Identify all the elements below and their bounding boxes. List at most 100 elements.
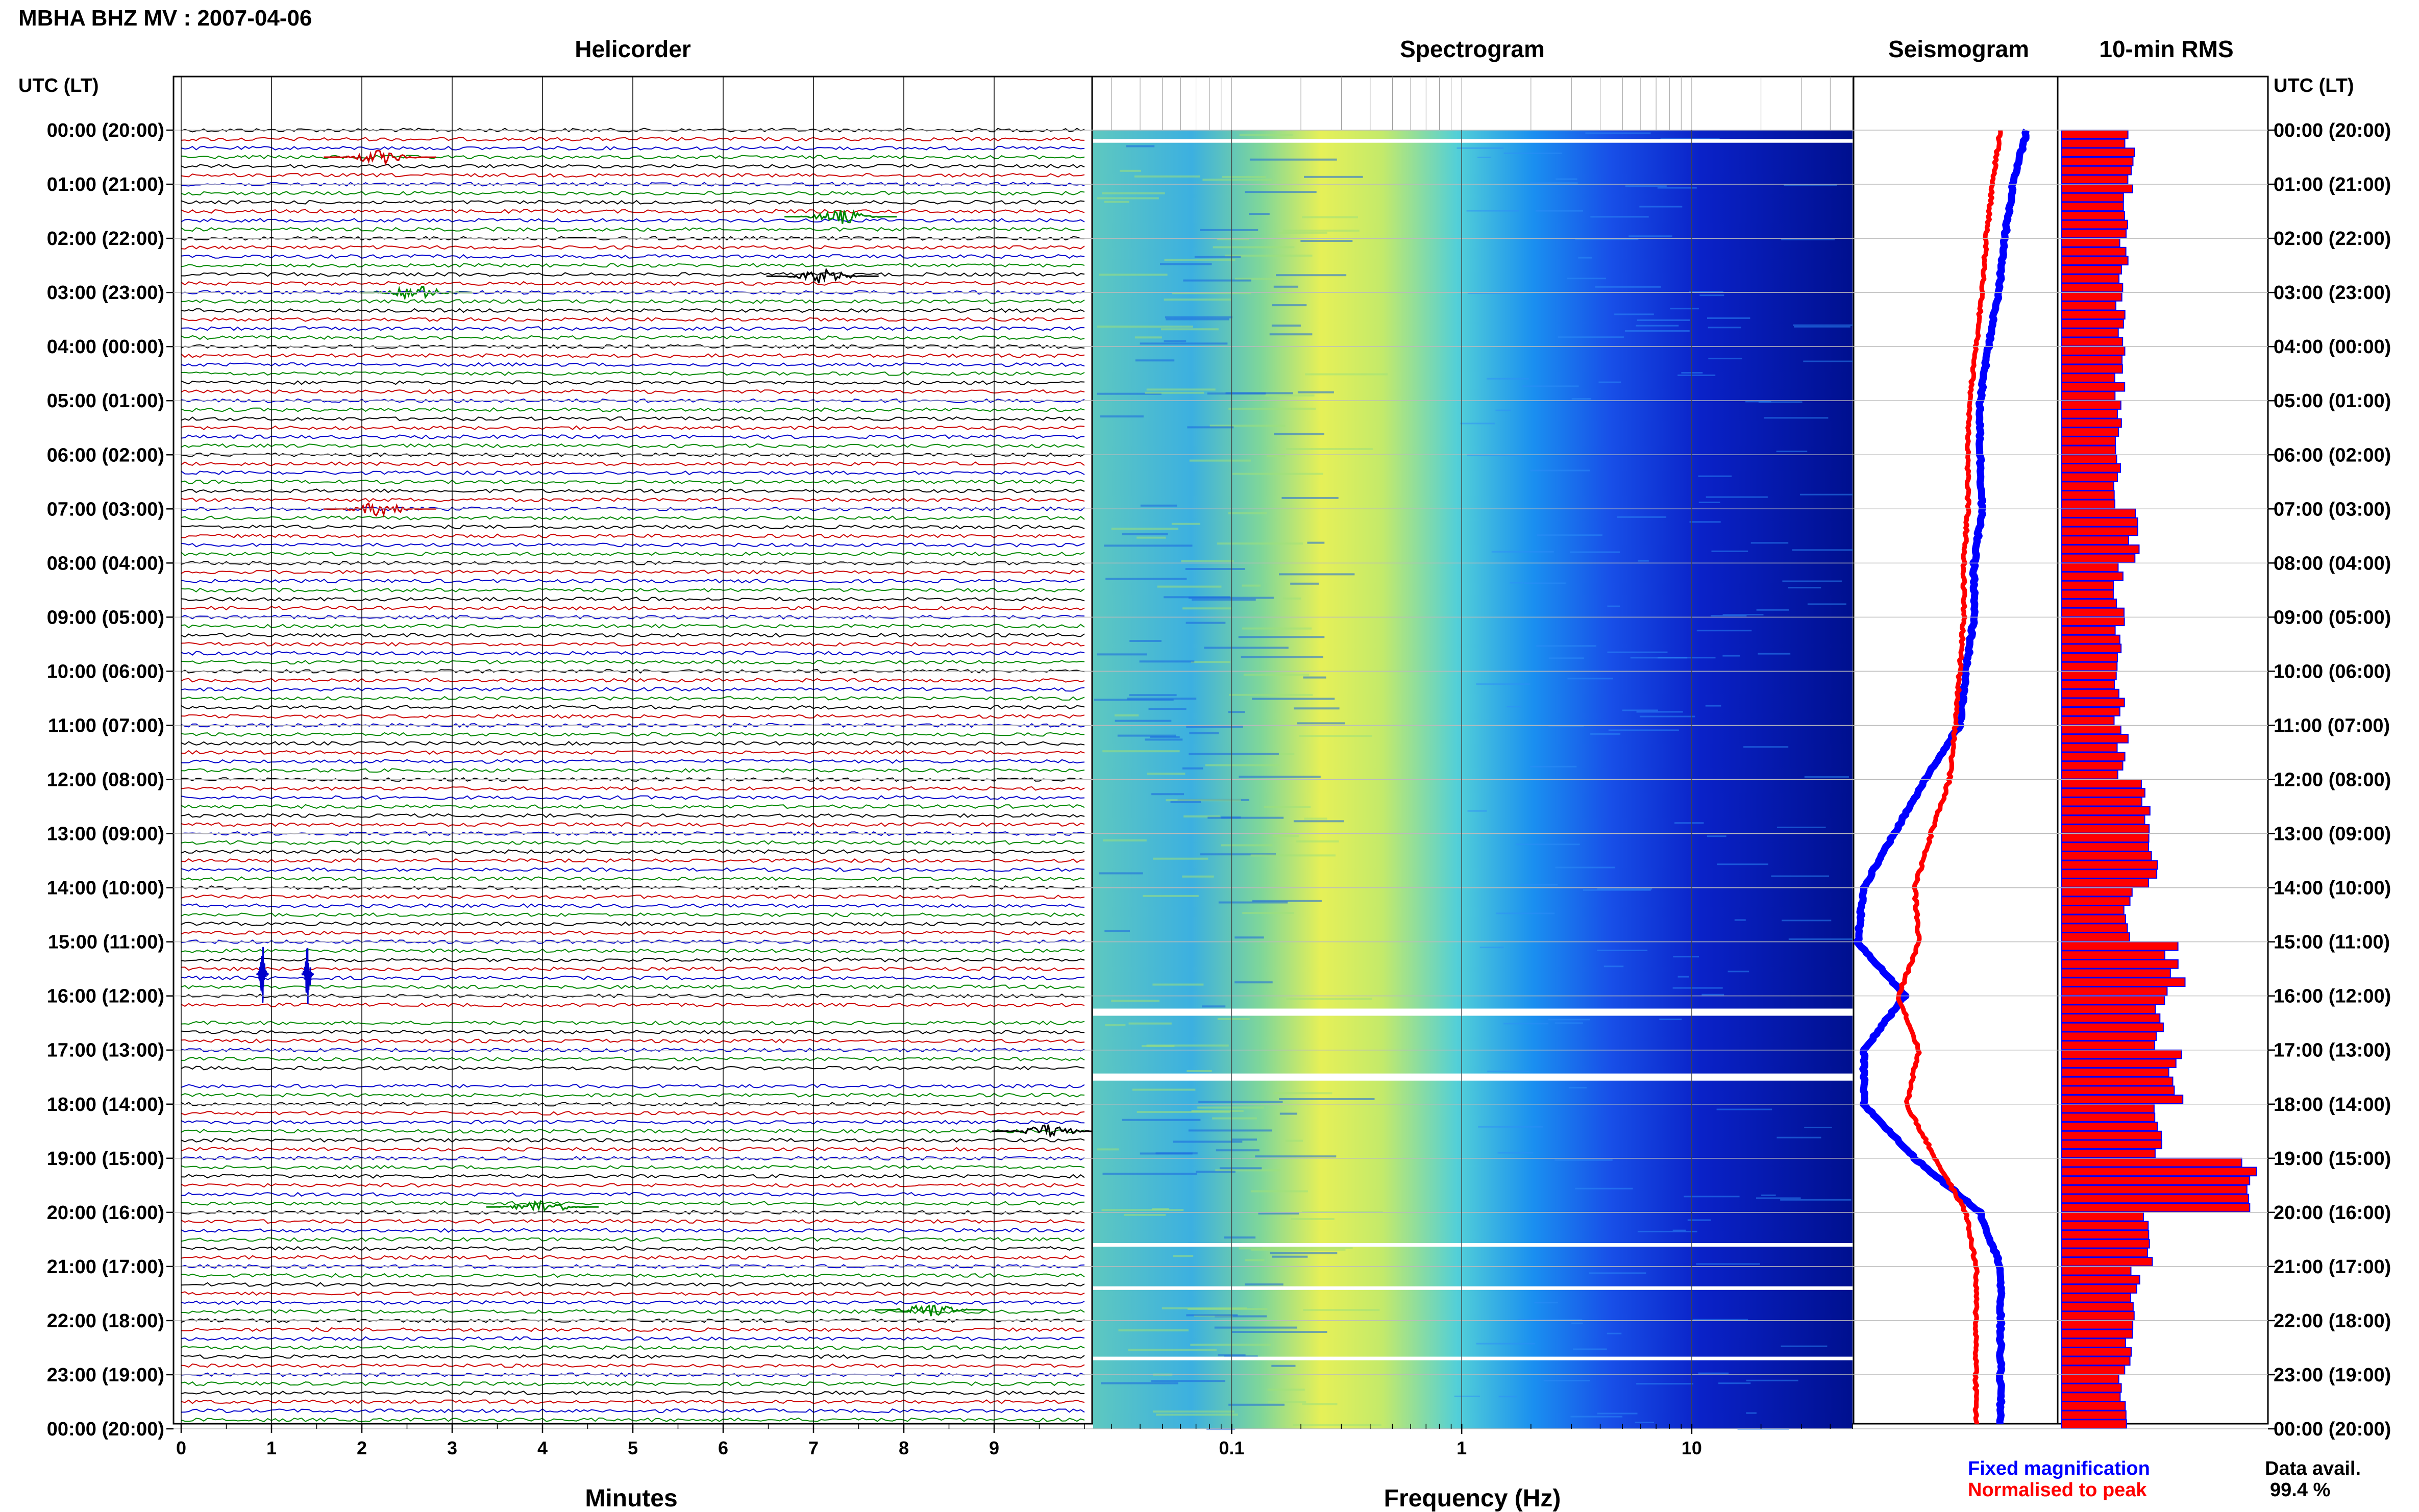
spectrogram-streak	[1696, 1263, 1760, 1265]
spectrogram-streak	[1245, 1259, 1265, 1261]
spectrogram-streak	[1558, 336, 1624, 338]
minute-tick-label: 1	[266, 1437, 277, 1458]
spectrogram-streak	[1479, 947, 1504, 949]
rms-bar	[2061, 301, 2116, 311]
helicorder-event	[301, 948, 314, 1004]
spectrogram-streak	[1281, 497, 1339, 499]
rms-bar	[2061, 770, 2118, 780]
rms-bar	[2061, 572, 2124, 581]
rms-bar	[2061, 734, 2129, 743]
spectrogram-streak	[1524, 582, 1566, 584]
spectrogram-streak	[1141, 1045, 1175, 1048]
rms-bar	[2061, 355, 2123, 365]
rms-bar	[2061, 229, 2127, 239]
spectrogram-streak	[1186, 622, 1226, 624]
rms-bar	[2061, 1311, 2135, 1321]
rms-bar	[2061, 851, 2152, 861]
spectrogram-streak	[1711, 550, 1748, 552]
spectrogram-streak	[1117, 734, 1176, 737]
spectrogram-streak	[1727, 971, 1749, 973]
spectrogram-streak	[1205, 764, 1280, 766]
spectrogram-streak	[1457, 147, 1504, 149]
rms-bar	[2061, 779, 2142, 789]
rms-bar	[2061, 589, 2114, 600]
spectrogram-streak	[1639, 715, 1695, 717]
spectrogram-streak	[1794, 326, 1850, 328]
rms-bar	[2061, 797, 2142, 807]
row-label-right: 03:00 (23:00)	[2274, 282, 2391, 304]
helicorder-event	[784, 209, 897, 224]
spectrogram-streak	[1182, 767, 1203, 770]
rms-bar	[2061, 1139, 2162, 1150]
spectrogram-streak	[1507, 706, 1521, 708]
spectrogram-streak	[1272, 1255, 1308, 1258]
rms-bar	[2061, 626, 2116, 635]
spectrogram-streak	[1722, 655, 1740, 657]
spectrogram-streak	[1517, 1319, 1583, 1321]
rms-bar	[2061, 265, 2122, 275]
spectrogram-streak	[1548, 725, 1584, 727]
spectrogram-streak	[1799, 493, 1868, 495]
rms-bar	[2061, 1365, 2126, 1375]
spectrogram-streak	[1202, 1005, 1226, 1008]
spectrogram-streak	[1548, 657, 1585, 659]
rms-bar	[2061, 950, 2165, 960]
row-label-left: 13:00 (09:00)	[47, 824, 164, 845]
spectrogram-streak	[1467, 292, 1523, 294]
spectrogram-streak	[1127, 698, 1197, 700]
spectrogram-streak	[1192, 599, 1256, 601]
spectrogram-streak	[1673, 956, 1699, 958]
spectrogram-streak	[1585, 132, 1651, 134]
spectrogram-streak	[1097, 1148, 1119, 1151]
spectrogram-streak	[1111, 1000, 1159, 1002]
row-label-right: 13:00 (09:00)	[2274, 824, 2391, 845]
spectrogram-streak	[1265, 394, 1315, 396]
row-labels-right: 00:00 (20:00) 01:00 (21:00) 02:00 (22:00) 0…	[2274, 120, 2391, 1440]
rms-bar	[2061, 1157, 2242, 1168]
spectrogram-streak	[1278, 232, 1327, 234]
minutes-axis-label: Minutes	[585, 1485, 677, 1512]
spectrogram-streak	[1187, 1070, 1212, 1072]
spectrogram-streak	[1607, 605, 1620, 607]
spectrogram-streak	[1114, 714, 1139, 716]
rms-bar	[2061, 1085, 2175, 1096]
spectrogram-streak	[1575, 1187, 1633, 1189]
rms-bar	[2061, 1122, 2158, 1131]
spectrogram-streak	[1487, 378, 1529, 380]
spectrogram-streak	[1756, 1197, 1801, 1199]
spectrogram-streak	[1249, 213, 1270, 215]
spectrogram-gap	[1093, 1286, 1853, 1290]
spectrogram-streak	[1099, 274, 1168, 276]
spectrogram-streak	[1215, 1169, 1280, 1172]
spectrogram-streak	[1111, 528, 1178, 530]
spectrogram-streak	[1186, 1314, 1238, 1317]
spectrogram-streak	[1164, 259, 1236, 261]
spectrogram-streak	[1200, 853, 1276, 856]
spectrogram-streak	[1498, 1396, 1517, 1398]
spectrogram-streak	[1476, 1343, 1536, 1345]
spectrogram-streak	[1242, 627, 1312, 630]
spectrogram-streak	[1583, 889, 1651, 891]
spectrogram-streak	[1297, 722, 1345, 725]
rms-bar	[2061, 742, 2118, 753]
spectrogram-streak	[1638, 560, 1649, 562]
spectrogram-streak	[1297, 391, 1334, 393]
spectrogram-streak	[1705, 705, 1721, 707]
spectrogram-streak	[1166, 799, 1241, 802]
spectrogram-streak	[1102, 192, 1165, 194]
row-label-left: 20:00 (16:00)	[47, 1202, 164, 1224]
spectrogram-streak	[1467, 810, 1487, 812]
rms-bar	[2061, 472, 2118, 482]
rms-bar	[2061, 283, 2124, 293]
spectrogram-streak	[1708, 327, 1741, 329]
spectrogram-streak	[1530, 469, 1590, 472]
spectrogram-streak	[1188, 1129, 1272, 1132]
spectrogram-streak	[1097, 197, 1159, 200]
spectrogram-streak	[1129, 694, 1177, 697]
spectrogram-streak	[1495, 409, 1511, 411]
rms-bar	[2061, 923, 2128, 933]
rms-bar	[2061, 1184, 2248, 1195]
spectrogram-streak	[1145, 391, 1204, 394]
spectrogram-streak	[1228, 711, 1245, 713]
